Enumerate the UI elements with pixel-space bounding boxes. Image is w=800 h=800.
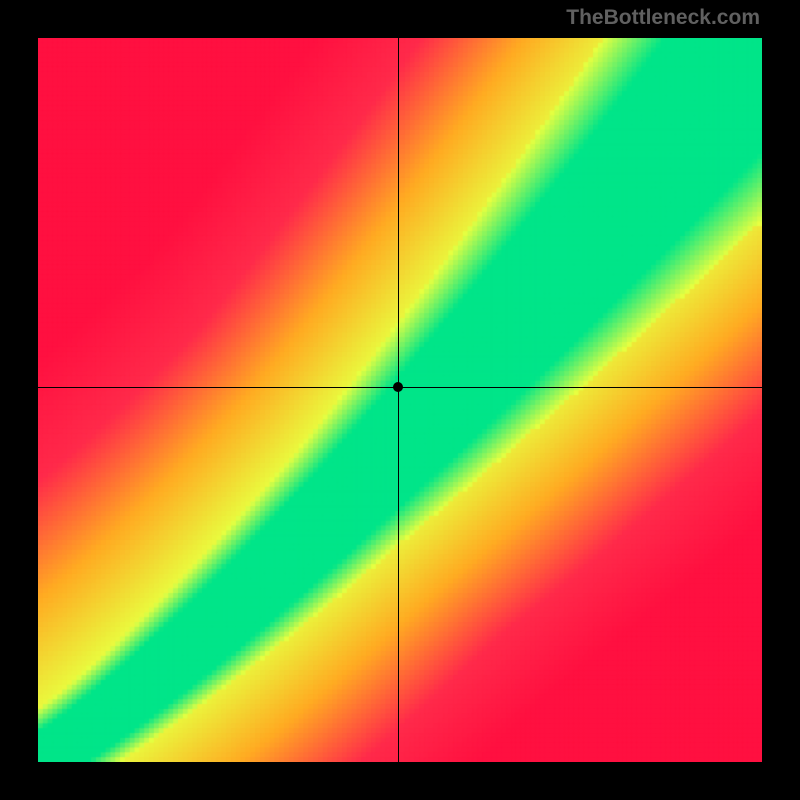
watermark-text: TheBottleneck.com <box>566 6 760 30</box>
plot-area <box>38 38 762 762</box>
crosshair-vertical <box>398 38 399 762</box>
bottleneck-heatmap <box>38 38 762 762</box>
data-point-marker <box>393 382 403 392</box>
